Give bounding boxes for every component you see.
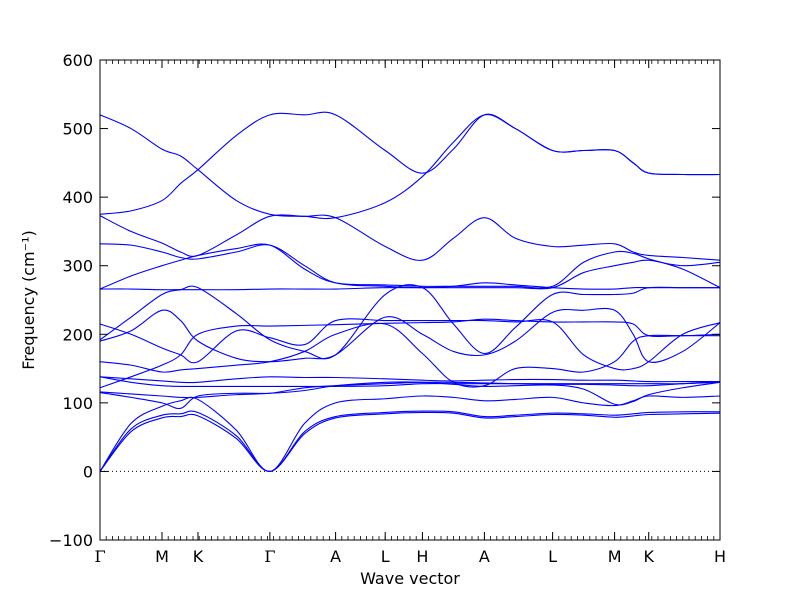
band-line-18 (100, 113, 720, 220)
band-line-16 (100, 214, 720, 261)
x-tick-label: H (416, 547, 428, 566)
x-tick-label: L (381, 547, 390, 566)
band-line-5 (100, 381, 720, 399)
x-axis-label: Wave vector (360, 569, 460, 588)
y-tick-label: 0 (83, 462, 93, 481)
band-line-7 (100, 376, 720, 384)
band-line-15 (100, 243, 720, 290)
x-tick-label: L (548, 547, 557, 566)
band-line-14 (100, 243, 720, 290)
y-tick-label: 500 (62, 120, 93, 139)
band-line-17 (100, 111, 720, 215)
band-line-10 (100, 307, 720, 363)
x-tick-label: A (330, 547, 341, 566)
y-tick-label: −100 (49, 531, 93, 550)
band-line-2 (100, 410, 720, 472)
x-tick-label: A (479, 547, 490, 566)
band-line-3 (100, 395, 720, 472)
y-tick-label: 300 (62, 257, 93, 276)
x-tick-label: M (608, 547, 622, 566)
x-tick-label: Γ (264, 547, 275, 566)
x-tick-label: H (714, 547, 726, 566)
x-tick-label: K (643, 547, 654, 566)
band-line-11 (100, 318, 720, 371)
band-line-1 (100, 411, 720, 472)
y-tick-label: 400 (62, 188, 93, 207)
x-tick-label: K (193, 547, 204, 566)
y-tick-label: 100 (62, 394, 93, 413)
x-tick-label: Γ (94, 547, 105, 566)
plot-area (100, 111, 720, 472)
axes: −100 0 100 200 300 400 500 600 Γ M K Γ A L H A L M K H (49, 51, 726, 566)
y-axis-label: Frequency (cm⁻¹) (19, 230, 38, 369)
band-line-6 (100, 318, 720, 389)
x-tick-label: M (155, 547, 169, 566)
band-line-8 (100, 376, 720, 387)
band-line-9 (100, 322, 720, 388)
y-tick-label: 600 (62, 51, 93, 70)
y-tick-label: 200 (62, 325, 93, 344)
plot-frame (99, 59, 721, 541)
